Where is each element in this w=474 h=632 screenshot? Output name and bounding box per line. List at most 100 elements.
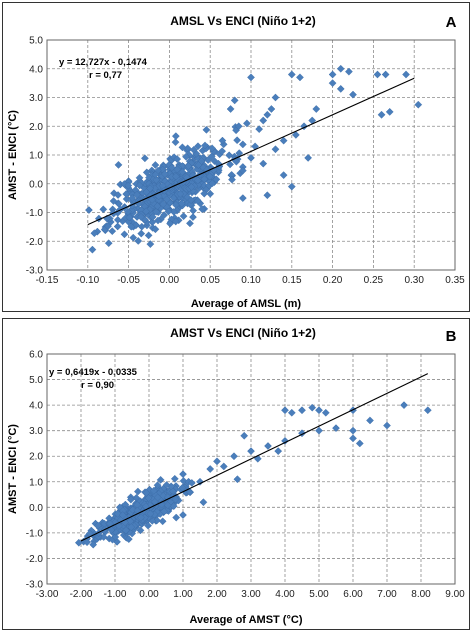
x-tick-label: 3.00 [241,589,261,600]
scatter-point [287,408,296,417]
scatter-point [120,180,129,188]
scatter-point [162,195,171,204]
data-points [74,401,432,549]
scatter-point [129,233,138,242]
scatter-point [133,190,141,199]
scatter-point [271,93,280,102]
scatter-point [135,181,144,190]
scatter-point [137,213,145,221]
scatter-point [94,529,103,538]
scatter-point [234,122,243,131]
scatter-point [345,67,353,76]
scatter-point [173,155,182,163]
scatter-point [247,447,255,455]
scatter-point [232,157,241,166]
scatter-point [304,153,313,162]
scatter-point [383,421,391,430]
scatter-point [238,194,247,203]
scatter-point [366,416,374,425]
scatter-point [263,191,272,200]
scatter-point [144,494,153,502]
y-tick-label: 3.0 [29,426,43,437]
y-tick-label: -1.0 [26,208,44,219]
scatter-point [178,168,187,176]
scatter-point [298,406,306,415]
scatter-point [156,476,165,484]
y-tick-label: 0.0 [29,179,43,190]
scatter-point [226,160,234,169]
y-tick-label: -2.0 [26,554,44,565]
x-tick-label: 0.20 [323,275,343,286]
scatter-point [89,540,98,549]
scatter-point [300,122,308,131]
scatter-chart-a: AMSL Vs ENCI (Niño 1+2) A Average of AMS… [7,14,465,310]
scatter-point [90,229,99,238]
trendline [80,373,429,542]
scatter-point [184,162,193,171]
scatter-point [194,161,203,169]
x-tick-label: -3.00 [36,589,59,600]
scatter-point [349,426,357,435]
scatter-point [208,179,217,188]
scatter-point [178,143,187,152]
x-axis-label: Average of AMST (°C) [190,614,303,626]
scatter-point [124,207,132,216]
y-tick-label: 4.0 [29,64,43,75]
scatter-point [118,511,127,520]
scatter-point [127,222,136,231]
x-tick-label: 5.00 [309,589,329,600]
x-tick-label: -0.15 [36,275,59,286]
scatter-point [179,212,188,221]
scatter-point [104,239,113,248]
scatter-point [247,73,255,82]
scatter-point [233,475,242,484]
scatter-point [226,105,235,113]
scatter-point [171,138,180,147]
y-axis-label: AMST - ENCI (°C) [7,110,19,200]
scatter-point [154,192,163,201]
scatter-point [153,202,162,211]
x-tick-label: 0.00 [160,275,180,286]
scatter-point [243,119,251,128]
scatter-point [166,219,174,228]
scatter-point [271,145,280,154]
correlation-r: r = 0,90 [81,380,114,391]
x-tick-label: 4.00 [275,589,295,600]
y-tick-label: 2.0 [29,122,43,133]
scatter-point [296,73,304,82]
scatter-point [200,175,209,184]
scatter-point [263,110,272,119]
scatter-point [202,125,211,134]
scatter-point [109,197,118,205]
scatter-point [124,181,133,190]
scatter-point [373,70,382,79]
scatter-point [208,144,216,153]
scatter-point [279,171,288,180]
scatter-point [196,477,204,486]
scatter-point [99,205,108,214]
scatter-point [154,216,162,225]
scatter-point [137,513,145,522]
scatter-point [179,477,188,485]
scatter-point [151,161,160,169]
x-tick-label: -1.00 [104,589,127,600]
scatter-point [198,205,207,214]
scatter-point [189,145,198,154]
scatter-point [137,229,146,238]
y-tick-label: 1.0 [29,151,43,162]
x-tick-label: 0.30 [404,275,424,286]
scatter-point [144,231,153,240]
scatter-point [336,64,345,73]
scatter-point [151,170,160,179]
scatter-point [176,190,185,198]
scatter-point [120,230,129,239]
scatter-point [187,196,195,204]
trendline-equation: y = 0,6419x - 0,0335 [49,367,138,378]
scatter-point [201,141,209,150]
scatter-point [83,538,91,547]
scatter-point [153,481,162,490]
scatter-point [240,431,249,440]
scatter-point [315,426,323,435]
scatter-point [173,165,182,174]
scatter-point [185,488,194,496]
